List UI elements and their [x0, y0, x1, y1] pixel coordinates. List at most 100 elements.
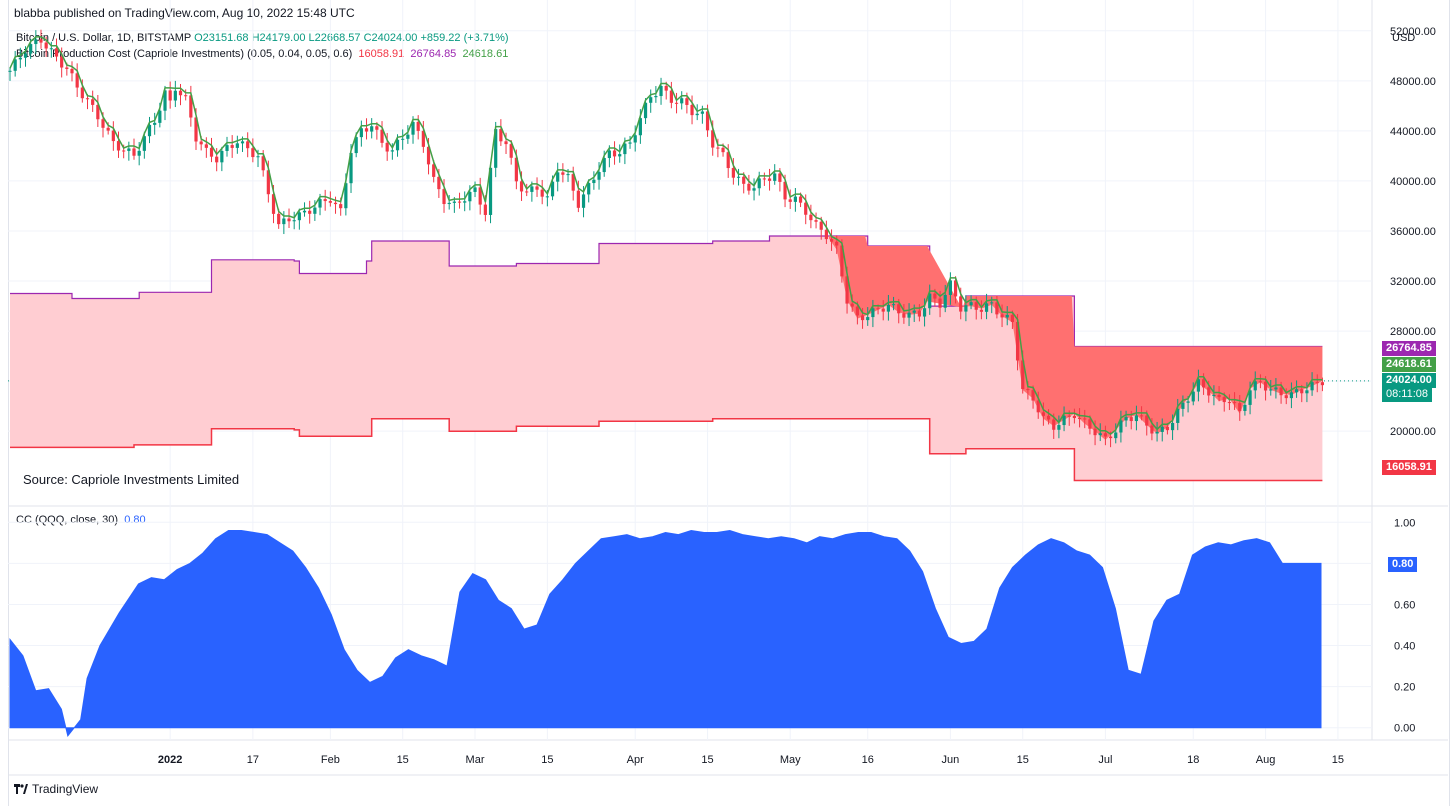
candle-body — [928, 293, 932, 309]
candle-body — [1170, 422, 1175, 431]
candle-body — [266, 170, 270, 195]
candle-body — [1253, 381, 1257, 391]
candle-body — [628, 142, 632, 144]
candle-body — [401, 138, 405, 140]
candle-body — [860, 315, 865, 321]
candle-body — [70, 68, 74, 74]
candle-body — [1294, 389, 1299, 393]
candle-body — [494, 129, 498, 168]
candle-body — [1165, 426, 1170, 431]
candle-body — [199, 141, 203, 145]
candle-body — [49, 48, 53, 50]
candle-body — [178, 90, 183, 96]
production-cost-legend[interactable]: Bitcoin Production Cost (Capriole Invest… — [16, 48, 508, 60]
candle-body — [1083, 418, 1087, 420]
candle-body — [1248, 390, 1252, 405]
candle-body — [1119, 420, 1123, 433]
candle-body — [1320, 382, 1325, 386]
candle-body — [783, 181, 787, 200]
price-legend[interactable]: Bitcoin / U.S. Dollar, 1D, BITSTAMP O231… — [16, 32, 509, 44]
candle-body — [659, 85, 663, 97]
candle-body — [426, 146, 431, 165]
brand-label: TradingView — [32, 782, 99, 796]
candle-body — [773, 173, 777, 181]
candle-body — [1077, 418, 1082, 420]
candle-body — [292, 220, 296, 222]
candle-body — [1057, 425, 1061, 430]
candle-body — [504, 141, 508, 145]
candle-body — [886, 304, 890, 312]
time-tick-label: 15 — [1332, 754, 1344, 766]
candle-body — [209, 147, 214, 157]
candle-body — [411, 121, 415, 135]
currency-label[interactable]: USD — [1392, 32, 1416, 44]
candle-body — [101, 119, 105, 128]
candle-body — [318, 199, 322, 208]
candle-body — [1046, 415, 1051, 420]
candle-body — [897, 304, 901, 314]
indicator1-mid-value: 24618.61 — [462, 48, 509, 60]
candle-body — [106, 127, 110, 131]
candle-body — [463, 201, 467, 203]
tradingview-logo[interactable]: TradingView — [14, 782, 98, 796]
cc-area — [9, 529, 1322, 738]
time-axis-ticks: 2022 17 Feb 15 Mar 15 Apr 15 May 16 Jun 15 Jul 18 Aug 1… — [158, 754, 1344, 766]
candle-body — [127, 148, 131, 151]
candle-body — [1263, 381, 1268, 391]
candle-body — [1258, 381, 1263, 383]
candle-body — [587, 183, 591, 195]
candle-body — [1088, 419, 1092, 429]
open-value: O23151.68 — [194, 32, 249, 44]
upper-band-tag: 26764.85 — [1382, 341, 1436, 356]
candle-body — [809, 214, 813, 221]
price-tick-label: 48000.00 — [1390, 76, 1436, 88]
candle-body — [922, 308, 927, 317]
candle-body — [535, 186, 539, 190]
candle-body — [240, 141, 245, 144]
cc-tick-label: 1.00 — [1394, 517, 1415, 529]
candle-body — [323, 199, 327, 202]
price-below-upper-fill — [829, 236, 1323, 440]
change-value: +859.22 (+3.71%) — [420, 32, 509, 44]
candle-body — [421, 130, 425, 147]
candle-body — [395, 139, 400, 151]
mid-line-tag: 24618.61 — [1382, 357, 1436, 372]
candle-body — [18, 57, 22, 60]
candle-body — [359, 128, 363, 138]
candle-body — [344, 183, 348, 209]
cc-legend[interactable]: CC (QQQ, close, 30) 0.80 — [16, 514, 146, 526]
candle-body — [690, 104, 694, 116]
candle-body — [39, 39, 43, 43]
candle-body — [8, 70, 12, 72]
candle-body — [876, 308, 880, 310]
candle-body — [34, 39, 38, 45]
candle-body — [1041, 412, 1045, 416]
candle-body — [385, 142, 389, 152]
candle-body — [478, 187, 482, 205]
candle-body — [638, 118, 642, 136]
time-tick-label: Jun — [942, 754, 960, 766]
candle-body — [669, 90, 673, 103]
candle-body — [618, 154, 622, 157]
candle-body — [132, 148, 136, 156]
candle-body — [163, 90, 167, 111]
candle-body — [995, 302, 999, 315]
candle-body — [798, 196, 803, 203]
candle-body — [1062, 415, 1066, 426]
candle-body — [866, 317, 870, 321]
candle-body — [752, 188, 756, 191]
candle-body — [953, 280, 958, 297]
tradingview-icon — [14, 784, 28, 794]
candle-body — [519, 181, 524, 192]
candle-body — [499, 129, 503, 142]
candle-body — [483, 204, 487, 215]
candle-body — [943, 294, 947, 308]
candle-body — [793, 196, 797, 202]
candle-body — [147, 124, 152, 137]
time-tick-label: 2022 — [158, 754, 182, 766]
candle-body — [80, 87, 84, 99]
time-tick-label: Apr — [627, 754, 644, 766]
candle-body — [1181, 402, 1185, 409]
candle-body — [328, 201, 332, 203]
